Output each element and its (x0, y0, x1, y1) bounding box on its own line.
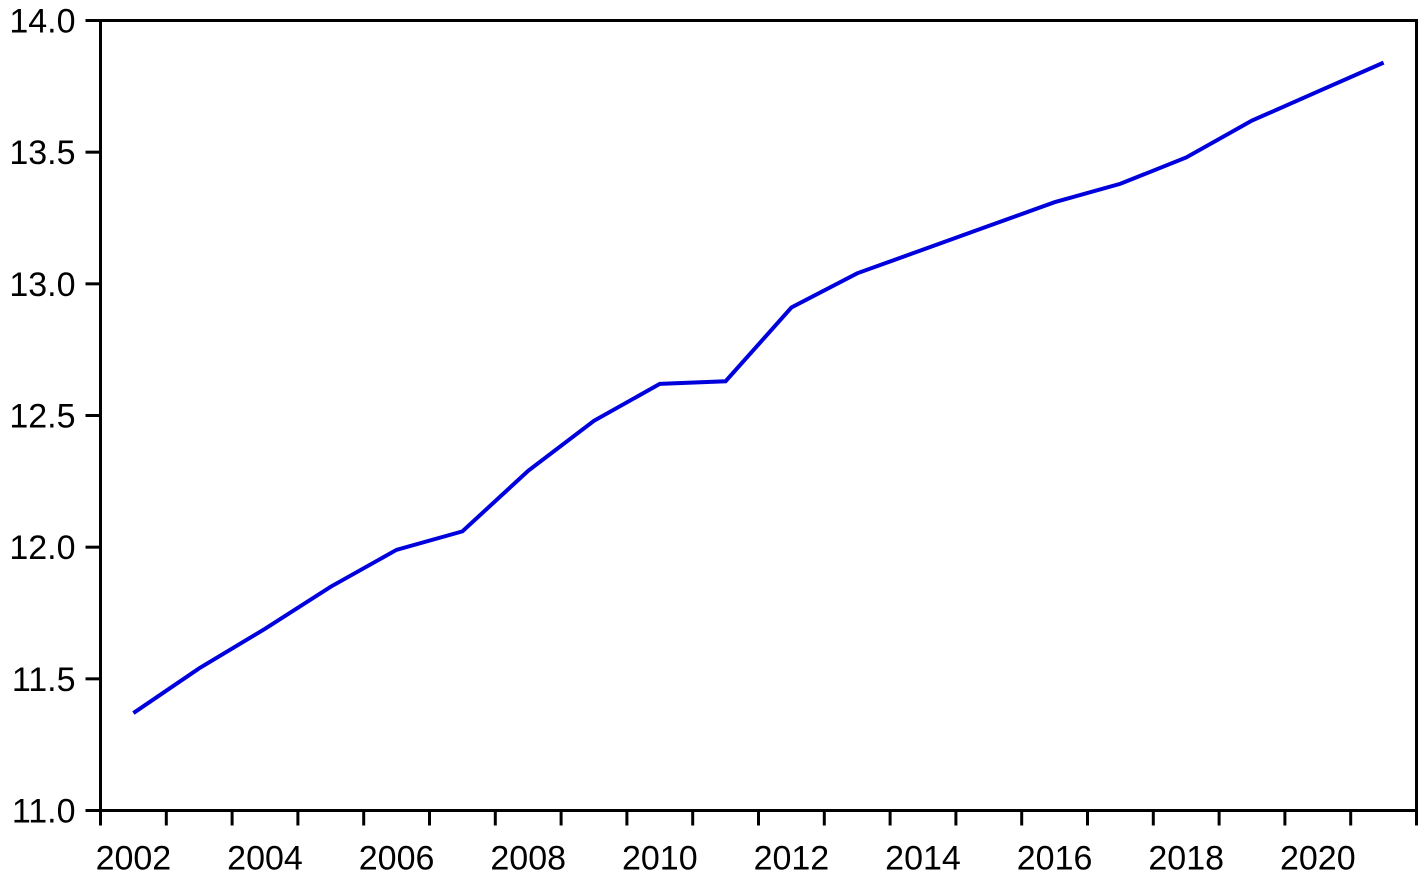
y-axis-tick-label: 12.5 (9, 398, 75, 436)
y-axis-tick-label: 11.5 (12, 661, 76, 699)
x-axis-tick-label: 2004 (227, 840, 303, 878)
x-axis-tick-label: 2016 (1017, 840, 1093, 878)
x-axis-tick-label: 2008 (490, 840, 566, 878)
y-axis-tick-label: 13.0 (9, 266, 75, 304)
series-line (132, 60, 1385, 715)
x-axis-tick-label: 2010 (622, 840, 698, 878)
y-axis-tick-label: 13.5 (9, 134, 75, 172)
y-axis-tick-label: 14.0 (9, 3, 75, 41)
x-axis-tick-label: 2006 (359, 840, 435, 878)
x-axis-tick-label: 2018 (1148, 840, 1224, 878)
x-axis-tick-label: 2020 (1280, 840, 1356, 878)
y-axis-tick-label: 11.0 (12, 793, 76, 831)
y-axis-tick-label: 12.0 (9, 529, 75, 567)
x-axis-tick-label: 2012 (754, 840, 830, 878)
x-axis-tick-label: 2014 (885, 840, 961, 878)
x-axis-tick-label: 2002 (96, 840, 172, 878)
